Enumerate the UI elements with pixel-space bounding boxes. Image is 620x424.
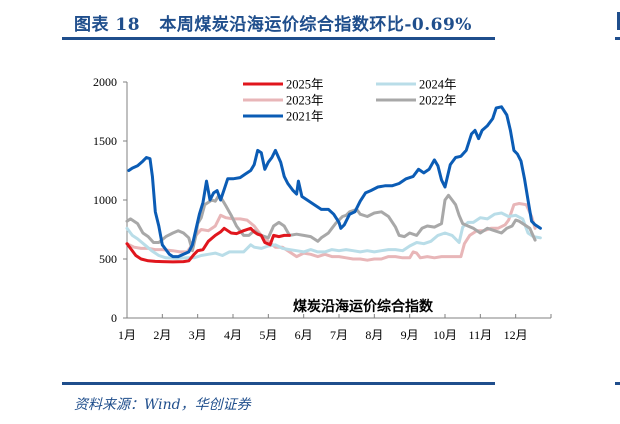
chart-inner-title: 煤炭沿海运价综合指数 xyxy=(293,298,434,315)
x-tick-label: 1月 xyxy=(118,328,136,342)
y-tick-label: 1000 xyxy=(93,193,117,207)
legend-label: 2024年 xyxy=(419,78,457,92)
figure-title: 图表 18 本周煤炭沿海运价综合指数环比-0.69% xyxy=(74,10,472,35)
y-tick-label: 500 xyxy=(99,252,117,266)
x-tick-label: 6月 xyxy=(295,328,313,342)
x-tick-label: 8月 xyxy=(365,328,383,342)
x-tick-label: 12月 xyxy=(504,328,528,342)
chart-legend: 2025年 2024年 2023年 2022年 2021年 xyxy=(243,78,457,124)
x-tick-label: 4月 xyxy=(224,328,242,342)
figure-title-text: 本周煤炭沿海运价综合指数环比-0.69% xyxy=(159,15,472,35)
legend-label: 2022年 xyxy=(419,94,457,108)
x-tick-label: 9月 xyxy=(401,328,419,342)
title-underline xyxy=(62,37,495,40)
series-line-2024 xyxy=(125,211,542,260)
legend-label: 2023年 xyxy=(286,94,324,108)
footer-rule xyxy=(62,382,495,385)
chart-axes: 0 500 1000 1500 2000 1月 2月 3月 4月 5月 6月 7月 8月 9月 10月 11月… xyxy=(93,75,552,342)
x-tick-label: 5月 xyxy=(259,328,277,342)
series-line-2025 xyxy=(125,226,291,264)
x-tick-label: 10月 xyxy=(433,328,457,342)
figure-header: 图表 18 本周煤炭沿海运价综合指数环比-0.69% xyxy=(62,6,494,36)
y-tick-label: 0 xyxy=(111,311,117,325)
next-figure-footer-rule xyxy=(615,382,620,385)
next-figure-underline xyxy=(615,37,620,40)
legend-label: 2021年 xyxy=(286,110,324,124)
source-note: 资料来源：Wind，华创证券 xyxy=(74,397,251,413)
next-figure-stub xyxy=(617,12,620,30)
series-line-2021 xyxy=(127,105,542,259)
chart-series xyxy=(125,105,542,264)
x-tick-label: 2月 xyxy=(153,328,171,342)
x-tick-label: 3月 xyxy=(189,328,207,342)
x-tick-label: 7月 xyxy=(330,328,348,342)
y-tick-label: 1500 xyxy=(93,134,117,148)
legend-label: 2025年 xyxy=(286,78,324,92)
x-tick-label: 11月 xyxy=(469,328,493,342)
y-tick-label: 2000 xyxy=(93,75,117,89)
figure-label: 图表 18 xyxy=(74,15,141,35)
series-line-2023 xyxy=(125,202,537,262)
